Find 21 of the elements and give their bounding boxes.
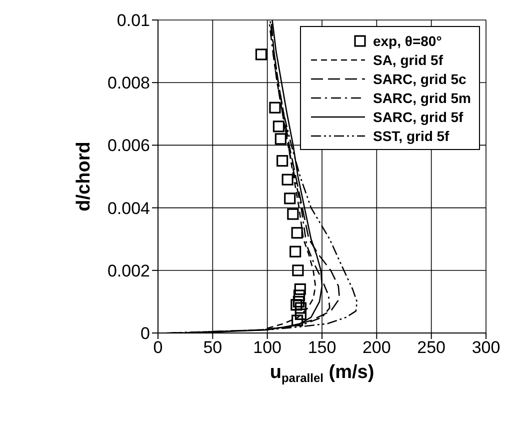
y-tick-label: 0 (140, 324, 150, 344)
x-tick-label: 50 (203, 338, 222, 358)
y-tick-label: 0.002 (107, 261, 150, 280)
x-tick-label: 0 (153, 338, 163, 358)
legend-label: exp, θ=80° (372, 32, 442, 48)
y-tick-label: 0.004 (107, 198, 150, 218)
y-tick-label: 0.006 (107, 136, 150, 156)
x-tick-label: 250 (417, 338, 446, 358)
x-tick-label: 300 (472, 338, 500, 358)
x-tick-label: 150 (308, 338, 336, 358)
legend-label: SARC, grid 5c (372, 70, 466, 86)
legend-label: SA, grid 5f (372, 52, 443, 68)
legend-label: SARC, grid 5f (372, 108, 464, 124)
legend-label: SARC, grid 5m (372, 90, 471, 106)
x-tick-label: 100 (253, 338, 282, 358)
legend-label: SST, grid 5f (372, 128, 450, 144)
x-tick-label: 200 (362, 338, 391, 358)
x-axis-title: u$_{parallel}$ (m/s) (270, 362, 374, 385)
y-axis-title: d/chord (74, 142, 95, 212)
y-tick-label: 0.01 (116, 11, 150, 30)
y-tick-label: 0.008 (107, 74, 150, 93)
